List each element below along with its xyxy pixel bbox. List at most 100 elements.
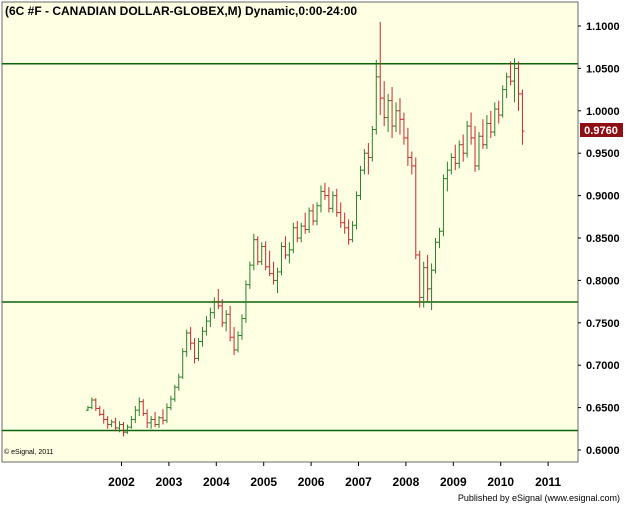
ohlc-bar [200,327,205,347]
ohlc-bar [271,261,276,285]
ohlc-bar [500,85,505,118]
ohlc-bar [192,338,197,364]
y-axis: 0.6000 0.6500 0.7000 0.7500 0.8000 0.8500 0.90… [578,21,620,457]
ohlc-bar [496,100,501,124]
ohlc-bar [413,157,418,260]
ohlc-bar [390,87,395,138]
ohlc-bar [239,314,244,340]
ohlc-bar [236,331,241,353]
ohlc-bar [354,191,359,230]
ohlc-bar [224,310,229,332]
ohlc-bar [157,416,162,428]
ohlc-bar [374,59,379,135]
ohlc-bar [196,338,201,361]
ohlc-bar [465,120,470,158]
x-tick-label: 2011 [535,475,561,489]
ohlc-bar [307,207,312,233]
ohlc-bar [263,241,268,271]
ohlc-bar [350,221,355,243]
x-tick-label: 2005 [250,475,277,489]
ohlc-bar [125,424,130,434]
ohlc-bar [484,115,489,149]
ohlc-bar [480,119,485,149]
ohlc-bar [287,242,292,264]
ohlc-bar [117,421,122,433]
ohlc-bar [232,327,237,356]
ohlc-bar [89,397,94,410]
copyright-label: © eSignal, 2011 [4,448,54,456]
ohlc-bar [164,403,169,423]
ohlc-bar [382,81,387,127]
ohlc-bar [394,102,399,132]
ohlc-bar [358,165,363,200]
ohlc-bar [228,305,233,342]
ohlc-bar [425,254,430,302]
ohlc-bar [247,261,252,289]
plot-area [1,1,579,463]
ohlc-bar [508,61,513,86]
last-price-label: 0.9760 [584,125,618,137]
ohlc-bar [291,222,296,254]
ohlc-bar [168,395,173,411]
x-tick-label: 2006 [298,475,325,489]
ohlc-bar [469,112,474,145]
last-price-tag-bg [580,123,623,137]
ohlc-bar [251,233,256,271]
ohlc-bar [401,112,406,145]
ohlc-bar [397,98,402,135]
y-tick-label: 0.6500 [586,403,620,415]
ohlc-bar [188,327,193,350]
ohlc-bar [421,261,426,308]
ohlc-bar [449,153,454,175]
ohlc-bar [129,416,134,429]
ohlc-bar [97,405,102,417]
y-tick-label: 1.1000 [586,21,620,33]
ohlc-bar [275,267,280,294]
ohlc-bar [180,348,185,379]
x-axis: 2002 2003 2004 2005 2006 2007 2008 2009 2010 2011 [108,462,561,489]
x-tick-label: 2009 [440,475,467,489]
ohlc-bar [326,187,331,213]
ohlc-bar [85,405,90,411]
ohlc-bar [121,422,126,437]
x-tick-label: 2002 [108,475,135,489]
x-tick-label: 2007 [345,475,372,489]
ohlc-bar [429,263,434,311]
ohlc-bar [172,384,177,402]
footer-label: Published by eSignal (www.esignal.com) [458,493,620,503]
x-tick-label: 2003 [156,475,183,489]
last-price-tag: 0.9760 [580,123,623,137]
ohlc-bar [255,236,260,266]
ohlc-bar [176,373,181,391]
ohlc-bar [492,102,497,137]
ohlc-bar [318,185,323,213]
ohlc-bar [295,221,300,243]
ohlc-bar [405,127,410,166]
ohlc-bar [299,222,304,243]
ohlc-bar [243,280,248,323]
ohlc-bar [212,297,217,319]
ohlc-bar [370,126,375,162]
ohlc-bar [512,58,517,103]
ohlc-bar [109,419,114,428]
x-tick-label: 2004 [203,475,230,489]
y-tick-label: 1.0500 [586,63,620,75]
y-tick-label: 1.0000 [586,106,620,118]
y-tick-label: 0.8000 [586,275,620,287]
ohlc-bar [216,288,221,310]
chart-title: (6C #F - CANADIAN DOLLAR-GLOBEX,M) Dynam… [5,4,357,18]
ohlc-bar [145,409,150,428]
x-tick-label: 2008 [393,475,420,489]
ohlc-bar [453,144,458,171]
ohlc-bar [488,110,493,138]
ohlc-bar [101,409,106,424]
ohlc-bar [137,397,142,417]
ohlc-bar [334,188,339,217]
ohlc-bar [338,202,343,228]
ohlc-bar [473,126,478,172]
ohlc-bar [208,307,213,328]
ohlc-bar [105,416,110,429]
ohlc-bar [315,202,320,226]
